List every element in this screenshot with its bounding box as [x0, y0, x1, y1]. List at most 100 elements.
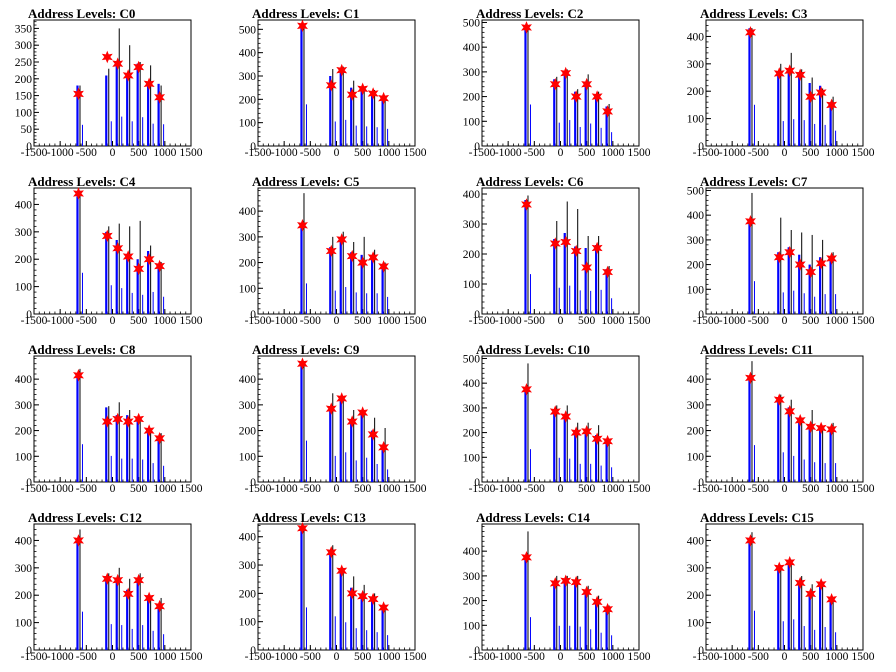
level-marker	[773, 67, 785, 80]
x-tick-label: 1500	[628, 315, 651, 327]
x-tick-label: 500	[578, 147, 596, 159]
level-marker	[581, 585, 593, 599]
x-tick-label: 1500	[628, 651, 651, 663]
y-tick-label: 50	[21, 124, 33, 136]
x-tick-label: -1000	[47, 483, 74, 495]
level-marker	[794, 258, 806, 271]
chart-svg: Address Levels: C5 0 100 200 300 400 -1500 -100…	[239, 174, 427, 327]
level-marker	[805, 587, 817, 601]
y-tick-label: 400	[239, 374, 257, 386]
y-tick-label: 100	[463, 279, 481, 291]
level-marker	[591, 432, 603, 446]
x-tick-label: 1000	[153, 315, 176, 327]
y-tick-label: 100	[15, 107, 33, 119]
level-marker	[112, 412, 124, 426]
x-tick-label: 0	[782, 651, 788, 663]
y-tick-label: 200	[463, 428, 481, 440]
level-marker	[297, 521, 308, 535]
level-marker	[357, 82, 369, 96]
chart-panel-10: Address Levels: C10 0 100 200 300 400 500 -1500…	[448, 336, 672, 504]
chart-svg: Address Levels: C6 0 100 200 300 400 -1500 -100…	[463, 174, 651, 327]
level-marker	[367, 251, 379, 264]
x-tick-label: -500	[76, 651, 97, 663]
plot-frame	[481, 523, 640, 651]
chart-panel-0: Address Levels: C0 0 50 100 150 200 250 300 350 -…	[0, 0, 224, 168]
x-tick-label: -500	[524, 315, 545, 327]
y-tick-label: 400	[687, 374, 705, 386]
chart-svg: Address Levels: C3 0 100 200 300 400 -1500 -100…	[687, 6, 875, 159]
level-marker	[815, 577, 827, 591]
x-tick-label: -1500	[245, 651, 272, 663]
level-marker	[826, 98, 838, 112]
x-tick-label: -500	[524, 483, 545, 495]
level-marker	[336, 233, 348, 246]
y-tick-label: 0	[698, 141, 704, 153]
y-tick-label: 500	[687, 185, 705, 197]
level-marker	[826, 252, 838, 265]
level-marker	[581, 261, 593, 274]
level-marker	[122, 250, 134, 263]
plot-frame	[481, 19, 640, 147]
chart-title: Address Levels: C7	[700, 174, 808, 189]
y-tick-label: 200	[239, 258, 257, 270]
level-marker	[101, 415, 113, 428]
level-marker	[143, 424, 155, 437]
level-marker	[581, 425, 593, 438]
x-tick-label: 1000	[601, 147, 624, 159]
level-marker	[784, 556, 796, 569]
x-tick-label: -1500	[469, 147, 496, 159]
y-tick-label: 0	[26, 477, 32, 489]
level-marker	[794, 576, 806, 590]
x-tick-label: -1500	[245, 483, 272, 495]
plot-frame	[257, 187, 416, 315]
x-tick-label: -500	[76, 483, 97, 495]
y-tick-label: 300	[15, 400, 33, 412]
level-marker	[367, 592, 379, 606]
y-tick-label: 500	[463, 353, 481, 365]
level-marker	[346, 587, 358, 600]
y-tick-label: 0	[698, 309, 704, 321]
y-tick-label: 0	[250, 309, 256, 321]
x-tick-label: 1500	[404, 315, 427, 327]
x-tick-label: 500	[130, 147, 148, 159]
x-tick-label: 0	[110, 315, 116, 327]
level-marker	[773, 561, 785, 575]
x-tick-label: -500	[300, 315, 321, 327]
chart-title: Address Levels: C9	[252, 342, 360, 357]
x-tick-label: -1500	[21, 315, 48, 327]
y-tick-label: 300	[239, 560, 257, 572]
level-marker	[73, 87, 84, 101]
level-marker	[570, 575, 582, 589]
y-tick-label: 100	[15, 282, 33, 294]
level-marker	[826, 422, 838, 436]
x-tick-label: -1500	[469, 315, 496, 327]
level-marker	[794, 413, 806, 427]
y-tick-label: 400	[239, 48, 257, 60]
level-marker	[591, 90, 603, 103]
y-tick-label: 200	[687, 260, 705, 272]
level-marker	[784, 64, 796, 77]
level-marker	[815, 257, 827, 270]
y-tick-label: 300	[687, 563, 705, 575]
x-tick-label: 500	[578, 651, 596, 663]
y-tick-label: 200	[15, 254, 33, 266]
y-tick-label: 0	[26, 141, 32, 153]
level-marker	[357, 589, 369, 603]
x-tick-label: -1000	[47, 651, 74, 663]
level-marker	[357, 406, 369, 419]
level-marker	[570, 90, 582, 103]
y-tick-label: 200	[239, 588, 257, 600]
x-tick-label: 0	[782, 147, 788, 159]
x-tick-label: 0	[334, 315, 340, 327]
y-tick-label: 100	[15, 451, 33, 463]
level-marker	[784, 245, 796, 259]
x-tick-label: 1500	[628, 483, 651, 495]
chart-title: Address Levels: C2	[476, 6, 583, 21]
x-tick-label: -1000	[47, 147, 74, 159]
level-marker	[521, 21, 532, 34]
level-marker	[297, 19, 308, 33]
chart-panel-3: Address Levels: C3 0 100 200 300 400 -1500 -100…	[672, 0, 896, 168]
y-tick-label: 200	[239, 426, 257, 438]
y-tick-label: 100	[687, 114, 705, 126]
x-tick-label: 0	[334, 147, 340, 159]
